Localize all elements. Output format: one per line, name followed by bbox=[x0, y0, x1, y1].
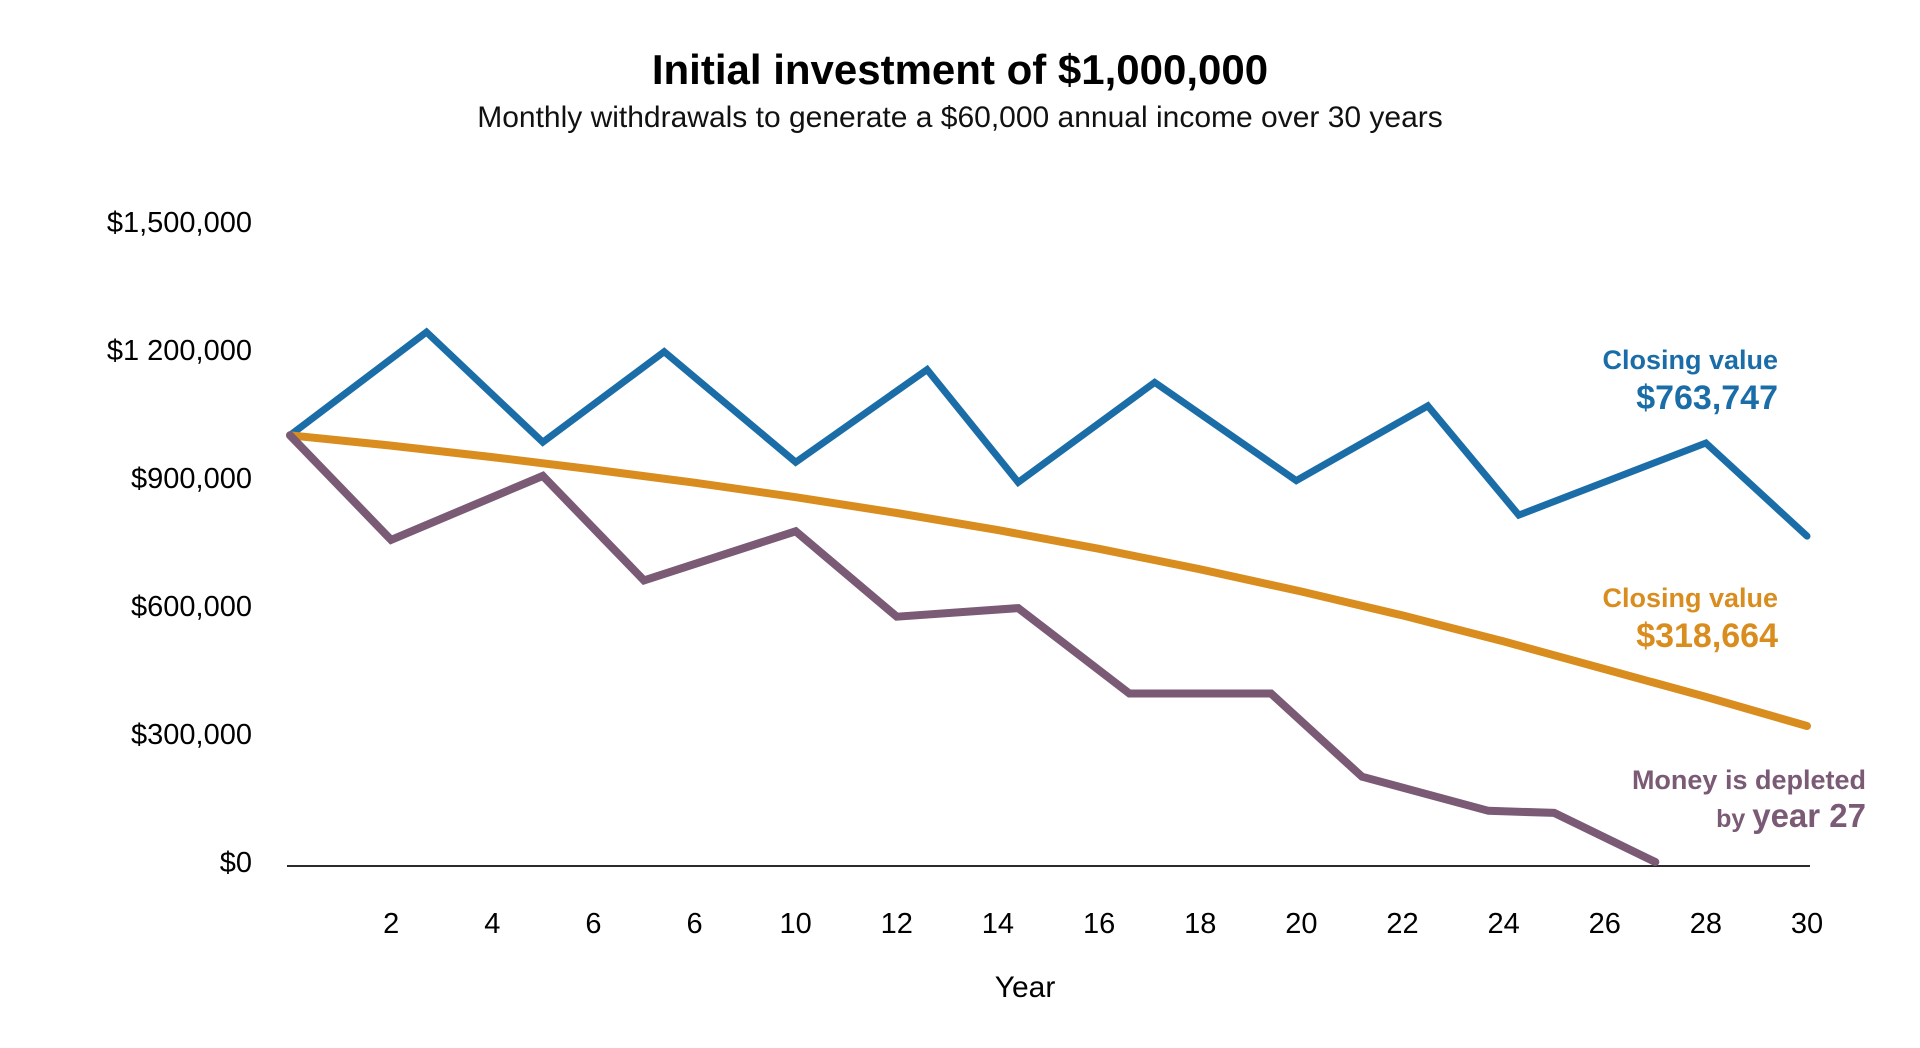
x-axis-tick-label: 4 bbox=[484, 908, 500, 940]
x-axis-tick-label: 2 bbox=[383, 908, 399, 940]
annotation-label: Closing value bbox=[1602, 345, 1778, 375]
x-axis-tick-label: 20 bbox=[1285, 908, 1317, 940]
x-axis-tick-label: 6 bbox=[686, 908, 702, 940]
x-axis-tick-label: 12 bbox=[881, 908, 913, 940]
annotation-value-big: year 27 bbox=[1752, 797, 1866, 835]
annotation-value: $763,747 bbox=[1636, 379, 1778, 418]
x-axis-tick-label: 18 bbox=[1184, 908, 1216, 940]
x-axis-tick-label: 24 bbox=[1487, 908, 1519, 940]
x-axis-tick-label: 16 bbox=[1083, 908, 1115, 940]
y-axis-tick-label: $1 200,000 bbox=[107, 335, 252, 367]
y-axis-tick-label: $600,000 bbox=[131, 591, 252, 623]
annotation-label: Closing value bbox=[1602, 583, 1778, 613]
x-axis-tick-label: 22 bbox=[1386, 908, 1418, 940]
x-axis-tick-label: 6 bbox=[585, 908, 601, 940]
y-axis-tick-label: $0 bbox=[220, 847, 252, 879]
blue-series-line bbox=[286, 327, 1811, 540]
annotation-closing-value-orange: Closing value $318,664 bbox=[1602, 582, 1778, 657]
annotation-closing-value-blue: Closing value $763,747 bbox=[1602, 344, 1778, 419]
annotation-value: by year 27 bbox=[1632, 796, 1866, 836]
chart-title: Initial investment of $1,000,000 bbox=[651, 46, 1269, 93]
x-axis-title: Year bbox=[995, 971, 1056, 1004]
x-axis-tick-label: 14 bbox=[982, 908, 1014, 940]
x-axis-tick-label: 28 bbox=[1690, 908, 1722, 940]
annotation-value: $318,664 bbox=[1636, 617, 1778, 656]
y-axis-tick-label: $900,000 bbox=[131, 463, 252, 495]
annotation-value-prefix: by bbox=[1716, 805, 1753, 834]
x-axis-tick-label: 26 bbox=[1589, 908, 1621, 940]
orange-series-line bbox=[286, 431, 1811, 730]
y-axis-tick-label: $1,500,000 bbox=[107, 207, 252, 239]
annotation-label: Money is depleted bbox=[1631, 765, 1866, 795]
x-axis-tick-label: 10 bbox=[780, 908, 812, 940]
chart-subtitle: Monthly withdrawals to generate a $60,00… bbox=[477, 101, 1443, 134]
purple-series-line bbox=[286, 431, 1660, 866]
x-axis-tick-label: 30 bbox=[1791, 908, 1823, 940]
y-axis-tick-label: $300,000 bbox=[131, 719, 252, 751]
annotation-money-depleted: Money is depleted by year 27 bbox=[1632, 764, 1866, 836]
